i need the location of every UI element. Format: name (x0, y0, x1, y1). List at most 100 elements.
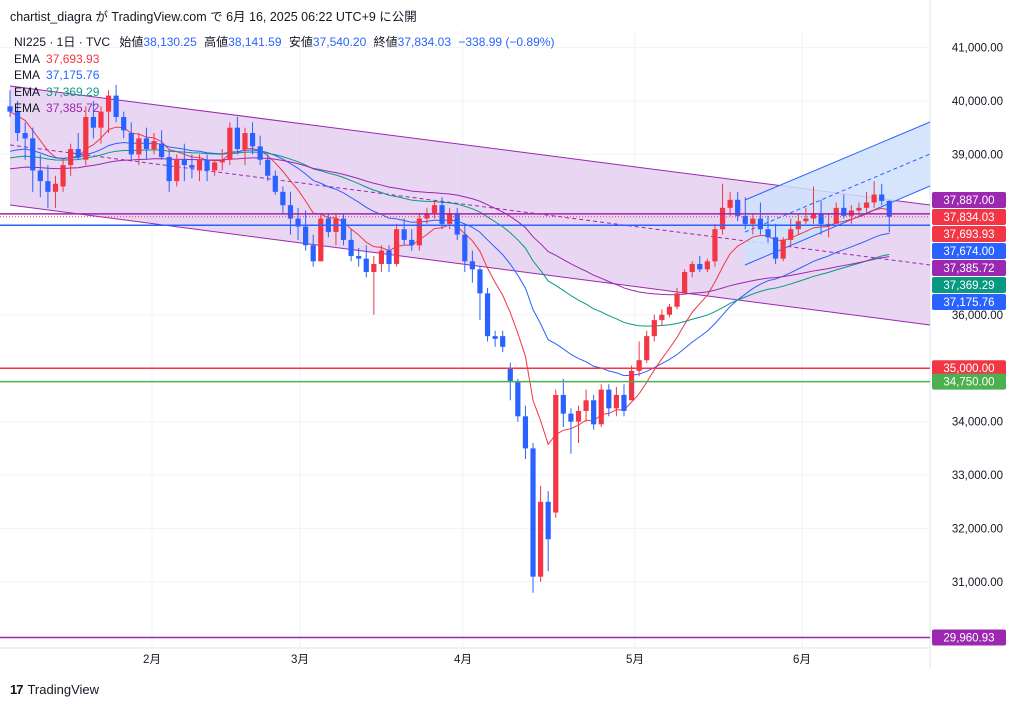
candle-body (856, 207, 862, 211)
candle-body (621, 394, 627, 411)
candle-body (644, 336, 650, 361)
candle-body (727, 199, 733, 208)
candle-body (636, 360, 642, 371)
candle-body (613, 394, 619, 409)
candle-body (659, 314, 665, 321)
ema-label: EMA (14, 51, 41, 66)
candle-body (45, 181, 51, 192)
candle-body (575, 410, 582, 422)
candle-body (98, 111, 104, 128)
candle-body (75, 149, 81, 158)
candle-body (303, 226, 309, 246)
level-tag: 35,000.00 (943, 363, 994, 375)
candle-body (22, 133, 28, 139)
price-tag-bg (932, 260, 1006, 276)
candle-body (7, 106, 13, 112)
level-tag-bg (932, 373, 1006, 390)
channel-upper-line (9, 85, 931, 206)
candle-body (52, 183, 59, 192)
ema-value: 37,385.72 (46, 101, 100, 115)
price-tag: 37,385.72 (943, 263, 994, 275)
ema-row-4[interactable]: EMA 37,385.72 (14, 100, 554, 117)
price-tag-bg (932, 243, 1006, 259)
candle-body (280, 191, 286, 206)
candle-body (257, 146, 263, 160)
candle-body (287, 205, 294, 219)
price-tag: 37,887.00 (943, 195, 994, 207)
candle-body (560, 394, 566, 414)
candle-body (591, 400, 597, 425)
candle-body (879, 194, 885, 201)
brand-name: TradingView (27, 682, 100, 697)
candle-body (219, 159, 225, 163)
candle-body (204, 159, 210, 171)
candle-body (484, 293, 491, 337)
x-axis: 2月 3月 4月 5月 6月 (143, 654, 811, 666)
price-tag: 37,674.00 (943, 246, 994, 258)
ema-line (9, 157, 890, 296)
candle-body (886, 200, 892, 217)
candle-body (522, 416, 529, 449)
ema-row-2[interactable]: EMA 37,175.76 (14, 67, 554, 84)
candle-body (249, 133, 256, 147)
candle-body (30, 138, 36, 171)
y-tick-label: 31,000.00 (952, 577, 1003, 589)
x-tick-label: 5月 (626, 654, 644, 666)
candle-body (538, 501, 544, 577)
candle-body (530, 448, 536, 577)
candle-body (166, 157, 172, 182)
candle-body (181, 159, 187, 166)
candle-body (454, 213, 460, 235)
candle-body (128, 133, 134, 155)
ema-row-1[interactable]: EMA 37,693.93 (14, 51, 554, 68)
high-label: 高値 (204, 35, 229, 49)
candle-body (318, 218, 324, 262)
candle-body (60, 165, 66, 187)
candle-body (628, 370, 635, 401)
ema-label: EMA (14, 68, 41, 82)
x-tick-label: 3月 (291, 654, 309, 666)
candle-body (272, 175, 278, 192)
publish-header: chartist_diagra が TradingView.com で 6月 1… (10, 10, 417, 24)
symbol-label[interactable]: NI225 · 1日 · TVC (14, 35, 111, 49)
candle-body (598, 389, 604, 425)
candle-body (143, 138, 150, 150)
ema-value: 37,369.29 (46, 84, 100, 99)
candle-body (545, 501, 551, 540)
change-value: −338.99 (−0.89%) (458, 35, 555, 49)
candle-body (697, 263, 703, 270)
price-tag: 37,175.76 (943, 297, 994, 309)
open-value: 38,130.25 (143, 35, 197, 49)
high-value: 38,141.59 (228, 35, 282, 49)
price-tag-bg (932, 277, 1006, 293)
candle-body (735, 199, 741, 216)
candle-body (469, 261, 475, 270)
horizontal-levels (0, 213, 930, 639)
candle-body (871, 194, 877, 203)
candle-body (234, 127, 240, 150)
candle-body (416, 218, 422, 246)
drawings (9, 85, 931, 326)
candle-body (409, 239, 415, 246)
price-tag: 37,369.29 (943, 280, 994, 292)
candle-body (492, 336, 498, 339)
candle-body (447, 213, 453, 224)
candle-body (818, 213, 824, 224)
candle-body (401, 229, 407, 240)
candle-body (121, 116, 127, 131)
price-tag-bg (932, 226, 1006, 242)
candle-body (242, 133, 248, 150)
y-tick-label: 39,000.00 (952, 149, 1003, 161)
close-value: 37,834.03 (397, 35, 452, 49)
candle-body (378, 250, 385, 264)
level-tag-bg (932, 629, 1006, 646)
candle-body (212, 162, 218, 171)
ohlc-row: NI225 · 1日 · TVC 始値38,130.25 高値38,141.59… (14, 34, 554, 51)
candle-body (712, 229, 718, 262)
ema-row-3[interactable]: EMA 37,369.29 (14, 84, 554, 101)
candle-body (803, 218, 809, 222)
candle-body (393, 229, 400, 264)
candle-body (83, 116, 89, 160)
candle-body (90, 116, 96, 128)
